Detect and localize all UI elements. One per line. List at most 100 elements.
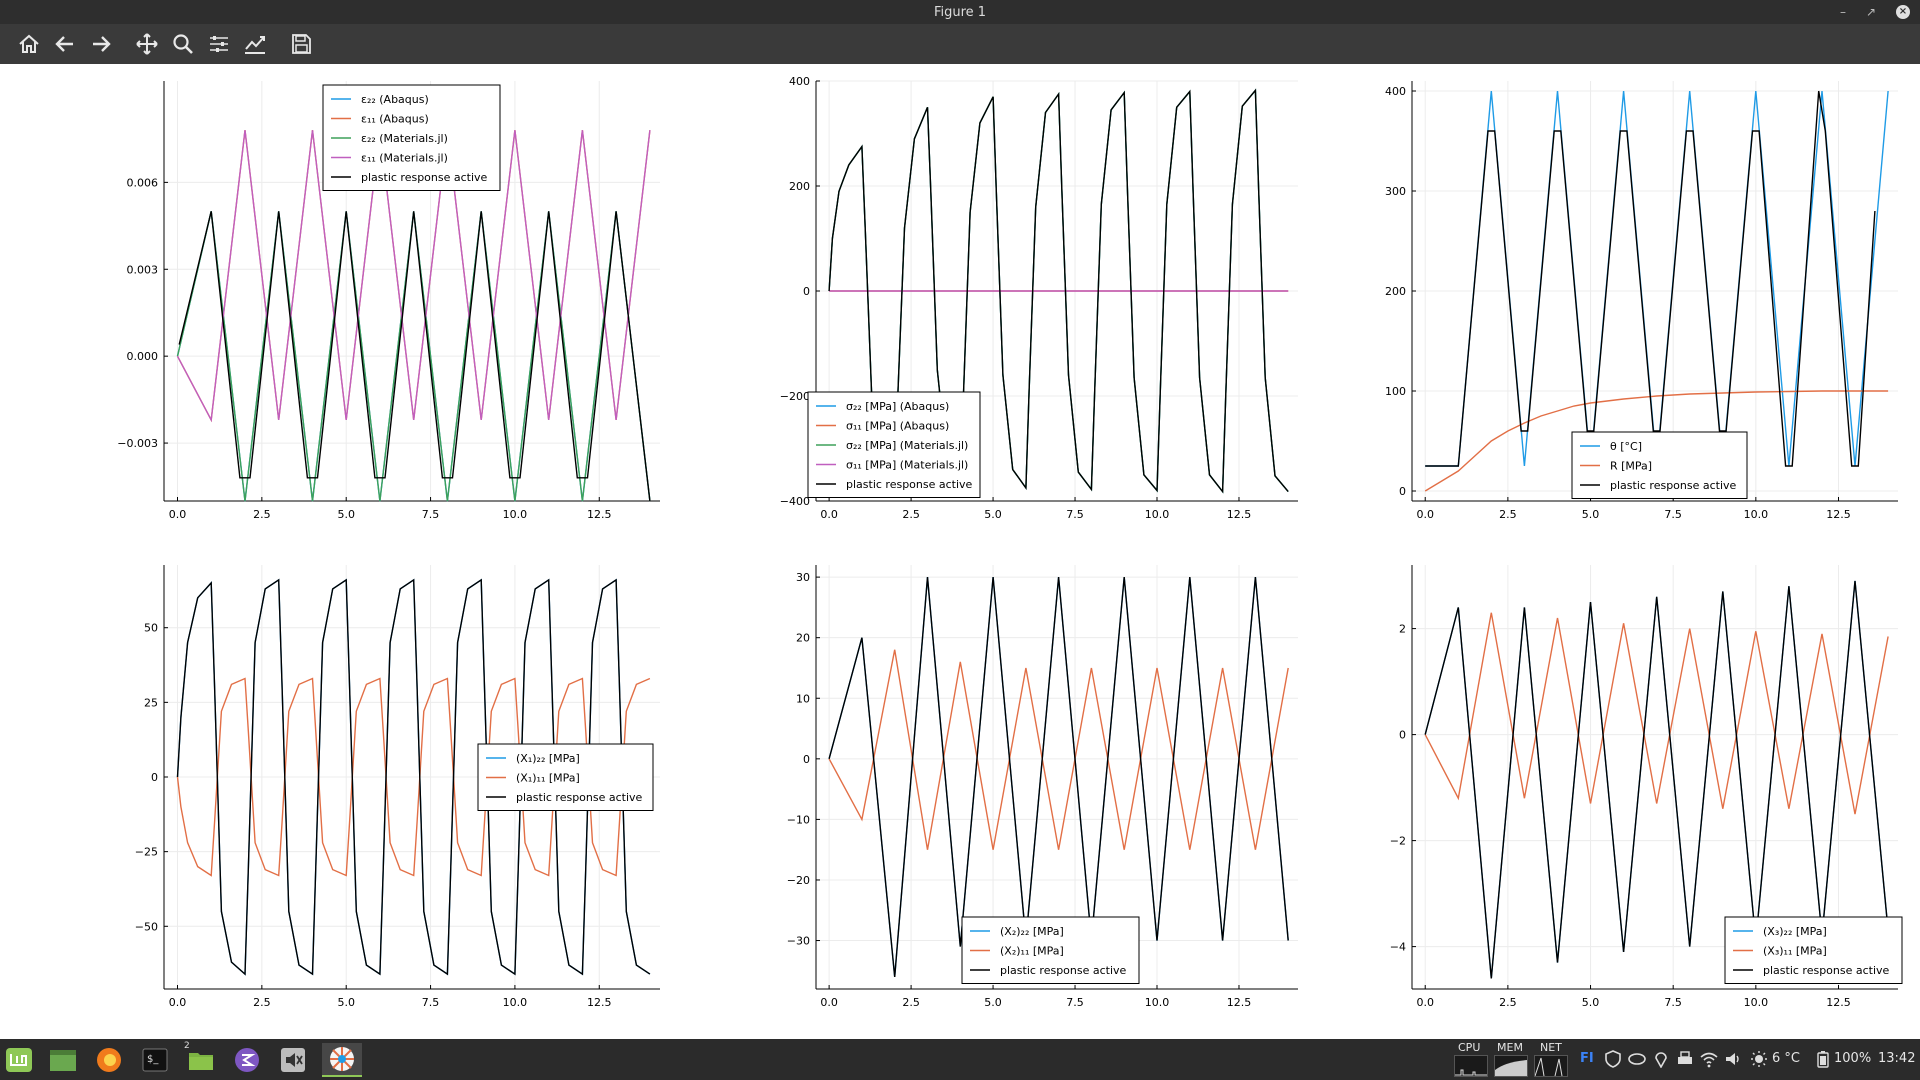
series-line-4 — [176, 130, 651, 423]
legend-entry: plastic response active — [1763, 964, 1890, 977]
clock[interactable]: 13:42 — [1878, 1051, 1916, 1066]
minimize-button[interactable]: – — [1840, 5, 1846, 19]
legend-entry: plastic response active — [1000, 964, 1127, 977]
x-tick-label: 10.0 — [1145, 508, 1170, 521]
legend-entry: (X₁)₁₁ [MPa] — [516, 772, 580, 785]
y-tick-label: 0 — [803, 285, 810, 298]
y-tick-label: 25 — [144, 696, 158, 709]
x-tick-label: 7.5 — [422, 996, 440, 1009]
window-title: Figure 1 — [933, 5, 987, 20]
x-tick-label: 2.5 — [902, 996, 920, 1009]
series-line-5 — [828, 88, 1289, 494]
y-tick-label: −30 — [787, 935, 810, 948]
taskbar-app-firefox[interactable] — [92, 1043, 126, 1077]
subplot-1: 0.0 2.5 5.0 7.5 10.0 12.5 −0.003 0.000 0.003 0.00… — [117, 81, 660, 521]
window-titlebar: Figure 1 – ↗ × — [0, 0, 1920, 24]
emacs-icon — [235, 1048, 259, 1072]
weather-temperature[interactable]: 6 °C — [1772, 1051, 1800, 1066]
weather-sun-icon[interactable] — [1750, 1050, 1768, 1068]
y-tick-label: −400 — [780, 495, 810, 508]
edit-axes-button[interactable] — [240, 30, 270, 58]
x-tick-label: 5.0 — [984, 508, 1002, 521]
configure-subplots-button[interactable] — [204, 30, 234, 58]
series-line-3 — [828, 577, 1289, 977]
x-tick-label: 12.5 — [587, 996, 612, 1009]
y-tick-label: 400 — [789, 75, 810, 88]
series-line-2 — [1424, 390, 1889, 492]
x-tick-label: 5.0 — [337, 508, 355, 521]
wifi-icon[interactable] — [1700, 1050, 1718, 1068]
series-line-1 — [1425, 90, 1889, 467]
location-icon[interactable] — [1652, 1050, 1670, 1068]
x-tick-label: 2.5 — [253, 996, 271, 1009]
update-manager-icon[interactable] — [1628, 1050, 1646, 1068]
x-tick-label: 12.5 — [1826, 996, 1851, 1009]
pan-button[interactable] — [132, 30, 162, 58]
y-tick-label: 0 — [1399, 485, 1406, 498]
y-tick-label: 0 — [1399, 729, 1406, 742]
y-tick-label: −200 — [780, 390, 810, 403]
x-tick-label: 12.5 — [587, 508, 612, 521]
x-tick-label: 2.5 — [902, 508, 920, 521]
shield-icon[interactable] — [1604, 1050, 1622, 1068]
taskbar-app-sound[interactable] — [276, 1043, 310, 1077]
y-tick-label: −50 — [135, 920, 158, 933]
home-button[interactable] — [14, 30, 44, 58]
y-tick-label: 10 — [796, 692, 810, 705]
save-button[interactable] — [286, 30, 316, 58]
legend-box — [961, 916, 1140, 984]
legend-entry: (X₂)₁₁ [MPa] — [1000, 945, 1064, 958]
battery-icon[interactable] — [1814, 1050, 1832, 1068]
taskbar-app-terminal[interactable]: $_ — [138, 1043, 172, 1077]
cpu-monitor-graph[interactable] — [1454, 1055, 1488, 1077]
x-tick-label: 5.0 — [1582, 508, 1600, 521]
x-tick-label: 10.0 — [503, 996, 528, 1009]
taskbar-app-files[interactable]: 2 — [184, 1041, 218, 1077]
mem-monitor-graph[interactable] — [1494, 1055, 1528, 1077]
home-icon — [19, 34, 39, 53]
legend-entry: (X₁)₂₂ [MPa] — [516, 752, 580, 765]
back-button[interactable] — [50, 30, 80, 58]
legend: (X₂)₂₂ [MPa] (X₂)₁₁ [MPa] plastic response… — [961, 916, 1140, 984]
mem-monitor-label: MEM — [1497, 1041, 1523, 1054]
series-line-2 — [828, 649, 1289, 850]
firefox-icon — [97, 1048, 121, 1072]
series-line-3 — [1424, 580, 1889, 979]
subplot-6: 0.0 2.5 5.0 7.5 10.0 12.5−4−202(X₃)₂₂ [MPa](X… — [1390, 565, 1903, 1009]
x-tick-label: 7.5 — [1664, 508, 1682, 521]
printer-icon[interactable] — [1676, 1050, 1694, 1068]
net-monitor-graph[interactable] — [1534, 1055, 1568, 1077]
keyboard-layout-indicator[interactable]: FI — [1580, 1051, 1594, 1066]
y-tick-label: 300 — [1385, 185, 1406, 198]
y-tick-label: −2 — [1390, 835, 1406, 848]
x-tick-label: 0.0 — [169, 996, 187, 1009]
x-tick-label: 12.5 — [1227, 508, 1252, 521]
forward-button[interactable] — [86, 30, 116, 58]
close-button[interactable]: × — [1896, 5, 1910, 19]
x-tick-label: 10.0 — [1744, 508, 1769, 521]
figure-svg: 0.0 2.5 5.0 7.5 10.0 12.5−0.0030.0000.0030.00… — [117, 75, 1903, 1009]
legend-entry: (X₂)₂₂ [MPa] — [1000, 925, 1064, 938]
battery-percentage[interactable]: 100% — [1834, 1051, 1872, 1066]
edit-axes-icon — [245, 36, 265, 54]
maximize-button[interactable]: ↗ — [1865, 5, 1877, 19]
terminal-icon: $_ — [142, 1048, 168, 1072]
series-line-3 — [1425, 90, 1876, 467]
save-icon — [292, 34, 311, 54]
series-line-5 — [178, 211, 651, 502]
legend-box — [1724, 916, 1903, 984]
taskbar-app-plot-window[interactable] — [322, 1043, 362, 1077]
figure-canvas[interactable]: 0.0 2.5 5.0 7.5 10.0 12.5 −0.003 0.000 0.003 0.00… — [0, 64, 1920, 1039]
taskbar-app-mint-menu[interactable] — [2, 1043, 36, 1077]
y-tick-label: 2 — [1399, 623, 1406, 636]
taskbar-app-emacs[interactable] — [230, 1043, 264, 1077]
legend-entry: σ₂₂ [MPa] (Abaqus) — [846, 400, 949, 413]
zoom-button[interactable] — [168, 30, 198, 58]
y-tick-label: 200 — [1385, 285, 1406, 298]
x-tick-label: 0.0 — [820, 996, 838, 1009]
y-tick-label: 0 — [803, 753, 810, 766]
volume-icon[interactable] — [1724, 1050, 1742, 1068]
taskbar-app-show-desktop[interactable] — [46, 1043, 80, 1077]
pan-icon — [136, 33, 158, 55]
y-tick-label: 0.003 — [127, 263, 159, 276]
